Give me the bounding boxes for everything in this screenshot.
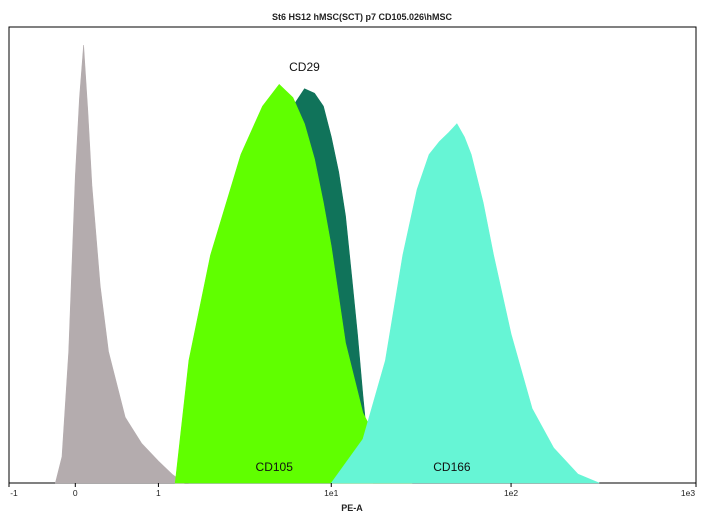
- x-axis: -1 0 1 1e1 1e2 1e3: [8, 483, 697, 498]
- series-label-cd29: CD29: [289, 60, 320, 74]
- histogram-area-unstained-control: [55, 44, 185, 484]
- x-tick-label: 1e3: [681, 488, 695, 498]
- x-tick-label: -1: [10, 488, 18, 498]
- x-tick-label: 1e1: [324, 488, 338, 498]
- series-layer: [55, 44, 600, 484]
- series-label-cd105: CD105: [256, 460, 294, 474]
- series-label-cd166: CD166: [433, 460, 471, 474]
- histogram-area-cd166: [330, 123, 600, 484]
- x-tick-label: 1: [156, 488, 161, 498]
- chart-title: St6 HS12 hMSC(SCT) p7 CD105.026\hMSC: [272, 12, 453, 22]
- x-tick-label: 1e2: [504, 488, 518, 498]
- series-labels: CD29 CD105 CD166: [256, 60, 471, 474]
- x-tick-label: 0: [73, 488, 78, 498]
- x-axis-title: PE-A: [341, 503, 363, 512]
